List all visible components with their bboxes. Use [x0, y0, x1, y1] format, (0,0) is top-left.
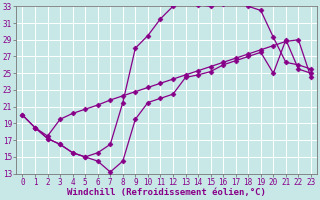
X-axis label: Windchill (Refroidissement éolien,°C): Windchill (Refroidissement éolien,°C) — [67, 188, 266, 197]
